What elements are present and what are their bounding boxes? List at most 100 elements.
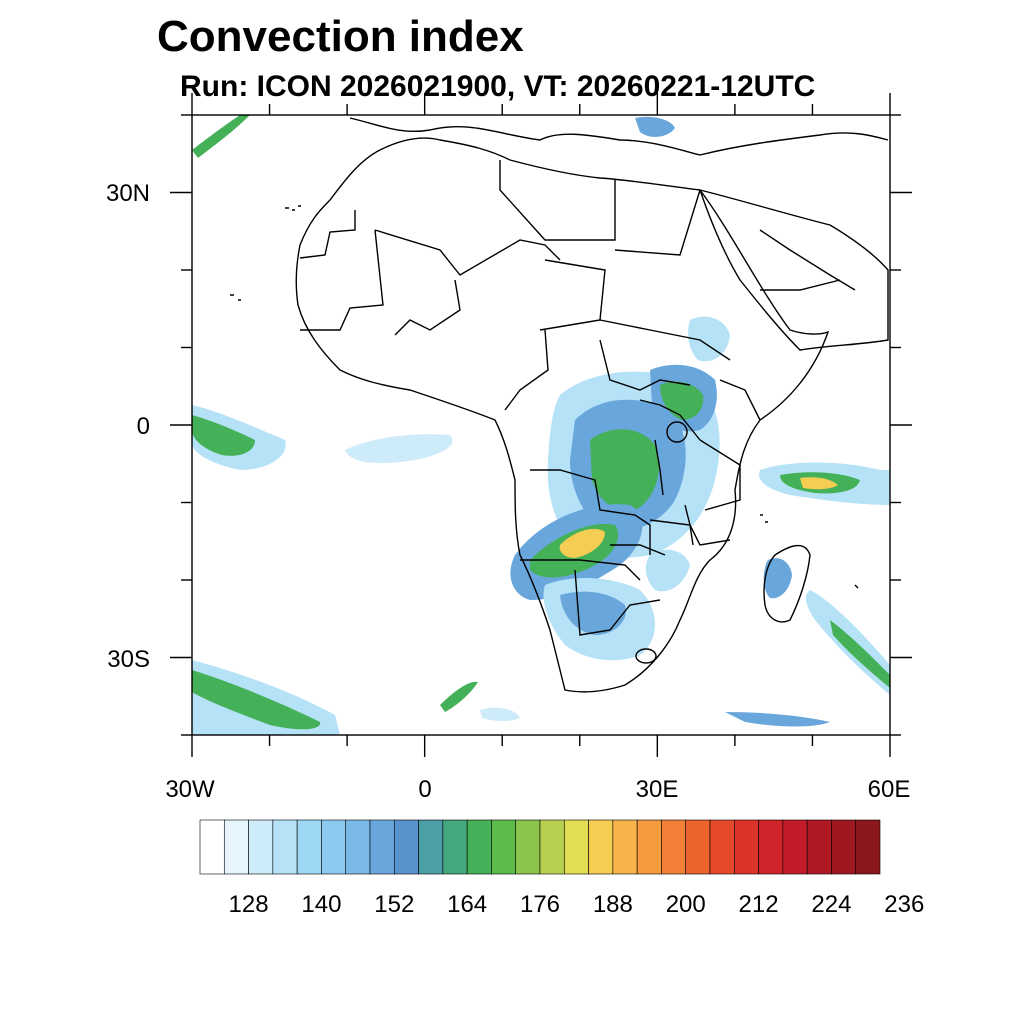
colorbar-label: 224	[811, 891, 851, 918]
cape-verde-islands	[230, 294, 241, 301]
field-mozambique	[645, 549, 690, 592]
colorbar-label: 140	[301, 891, 341, 918]
colorbar-swatch	[223, 819, 249, 875]
colorbar-label: 152	[374, 891, 414, 918]
colorbar-swatch	[321, 819, 347, 875]
tick-marks	[170, 93, 912, 757]
mascarene-islands	[854, 584, 859, 589]
border-15	[649, 519, 731, 546]
border-2	[374, 229, 561, 276]
lake-tanganyika	[654, 439, 664, 496]
colorbar-swatch	[272, 819, 298, 875]
colorbar-swatch	[588, 819, 614, 875]
border-3	[300, 229, 384, 331]
field-southern-africa-mid	[560, 591, 626, 635]
colorbar-labels: 128 140 152 164 176 188 200 212 224 236	[229, 891, 925, 918]
tick-labels: 30W 0 30E 60E 30N 0 30S	[106, 180, 910, 803]
border-10	[599, 339, 691, 391]
field-se-indian-ocean-high	[830, 620, 890, 688]
colorbar	[199, 819, 881, 875]
madagascar-coastline	[763, 544, 811, 623]
colorbar-swatch	[709, 819, 735, 875]
colorbar-swatch	[758, 819, 784, 875]
colorbar-swatch	[539, 819, 565, 875]
map-title: Convection index	[157, 12, 524, 61]
border-9	[504, 329, 549, 411]
border-5	[499, 160, 616, 241]
field-angola-peak	[559, 528, 605, 558]
y-tick-label-30n: 30N	[106, 180, 150, 207]
field-madagascar	[763, 558, 792, 599]
field-ethiopia	[688, 316, 730, 362]
colorbar-label: 176	[520, 891, 560, 918]
colorbar-swatch	[612, 819, 638, 875]
colorbar-swatch	[661, 819, 687, 875]
colorbar-swatch	[563, 819, 589, 875]
colorbar-label: 212	[739, 891, 779, 918]
colorbar-label: 164	[447, 891, 487, 918]
border-7	[539, 259, 606, 331]
convection-field	[192, 115, 890, 735]
border-13	[520, 559, 641, 581]
field-gulf-guinea	[345, 434, 453, 464]
colorbar-swatch	[515, 819, 541, 875]
map-subtitle: Run: ICON 2026021900, VT: 20260221-12UTC	[180, 70, 816, 103]
colorbar-label: 128	[229, 891, 269, 918]
border-17	[639, 399, 701, 441]
x-tick-label-60e: 60E	[868, 776, 911, 803]
x-tick-label-30w: 30W	[165, 776, 215, 803]
y-tick-label-30s: 30S	[107, 646, 150, 673]
border-4	[394, 279, 461, 336]
colorbar-swatch	[248, 819, 274, 875]
colorbar-swatch	[782, 819, 808, 875]
colorbar-swatch	[636, 819, 662, 875]
comoros-islands	[760, 514, 768, 523]
colorbar-swatch	[393, 819, 419, 875]
colorbar-label: 200	[666, 891, 706, 918]
field-south-atlantic-arc	[440, 681, 478, 712]
field-nw-atlantic	[192, 115, 250, 158]
x-tick-label-30e: 30E	[636, 776, 679, 803]
x-tick-label-0: 0	[418, 776, 431, 803]
colorbar-swatch	[369, 819, 395, 875]
field-indian-ocean-band-peak	[800, 477, 838, 490]
border-6	[614, 189, 701, 256]
colorbar-swatch	[831, 819, 857, 875]
canary-islands	[285, 205, 301, 211]
coastlines-borders	[230, 117, 889, 693]
colorbar-swatch	[345, 819, 371, 875]
europe-coastline	[349, 117, 889, 156]
border-20	[760, 279, 841, 291]
field-south-indian-streak	[725, 712, 830, 727]
colorbar-swatch	[418, 819, 444, 875]
field-sw-atlantic-high	[192, 670, 321, 730]
arabia-coastline	[698, 189, 889, 351]
field-central-africa-high	[590, 429, 659, 511]
y-tick-label-0: 0	[137, 413, 150, 440]
border-12	[530, 469, 651, 555]
colorbar-swatch	[806, 819, 832, 875]
colorbar-swatch	[733, 819, 759, 875]
border-18	[610, 544, 666, 556]
colorbar-swatch	[296, 819, 322, 875]
lake-victoria	[666, 421, 688, 443]
colorbar-label: 188	[593, 891, 633, 918]
colorbar-swatch	[855, 819, 881, 875]
colorbar-swatch	[685, 819, 711, 875]
plot-frame	[191, 114, 891, 736]
colorbar-label: 236	[884, 891, 924, 918]
border-16	[699, 439, 741, 511]
border-1	[299, 210, 356, 259]
lake-malawi	[684, 504, 694, 546]
border-14	[574, 569, 661, 636]
border-19	[759, 229, 856, 291]
field-south-atlantic-patch	[480, 707, 520, 721]
field-mediterranean	[635, 116, 675, 137]
colorbar-swatch	[466, 819, 492, 875]
colorbar-swatch	[491, 819, 517, 875]
colorbar-swatch	[199, 819, 225, 875]
field-atlantic-equatorial-high	[192, 415, 255, 456]
border-11	[719, 379, 761, 421]
border-8	[599, 319, 731, 361]
